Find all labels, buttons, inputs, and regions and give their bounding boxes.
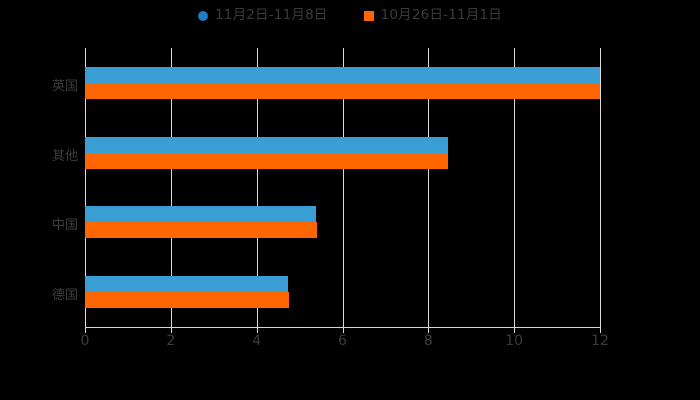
x-tick-label-4: 8: [423, 333, 433, 349]
y-tick-label-1: 其他: [51, 148, 78, 164]
y-tick-label-wrap-3: 德国: [0, 284, 78, 304]
gridline-x-4: [428, 48, 430, 327]
x-tick-0: [85, 327, 86, 333]
x-tick-label-3: 6: [338, 333, 347, 349]
y-tick-label-0: 英国: [51, 78, 78, 94]
bar-2-series-0[interactable]: [85, 206, 316, 223]
x-tick-2: [256, 327, 258, 333]
y-tick-label-wrap-1: 其他: [0, 145, 78, 164]
plot-area: [85, 48, 601, 327]
gridline-x-0: [85, 48, 86, 327]
bar-3-series-0[interactable]: [85, 276, 288, 293]
x-tick-4: [428, 327, 430, 333]
bar-3-series-1[interactable]: [85, 292, 289, 309]
x-tick-6: [600, 327, 601, 333]
bar-0-series-0[interactable]: [85, 66, 600, 83]
y-tick-label-2: 中国: [51, 218, 78, 234]
chart-legend: 11月2日-11月8日 10月26日-11月1日: [0, 6, 700, 26]
gridline-x-1: [170, 48, 172, 327]
x-tick-3: [342, 327, 344, 333]
bar-0-series-1[interactable]: [85, 82, 600, 99]
x-tick-label-6: 12: [591, 333, 609, 349]
x-tick-label-5: 10: [505, 333, 524, 349]
bar-1-series-0[interactable]: [85, 136, 449, 153]
gridline-x-6: [600, 48, 601, 327]
x-tick-label-0: 0: [80, 333, 90, 349]
legend-entry-series-0[interactable]: 11月2日-11月8日: [197, 7, 328, 24]
bar-2-series-1[interactable]: [85, 222, 317, 239]
x-tick-1: [170, 327, 172, 333]
legend-label-series-1: 10月26日-11月1日: [380, 7, 502, 24]
gridline-x-3: [342, 48, 344, 327]
legend-label-series-0: 11月2日-11月8日: [214, 7, 328, 24]
legend-square-marker-icon: [363, 11, 374, 21]
bar-1-series-1[interactable]: [85, 152, 449, 169]
x-tick-label-1: 2: [166, 333, 176, 349]
x-tick-5: [514, 327, 516, 333]
legend-entry-series-1[interactable]: 10月26日-11月1日: [363, 7, 502, 24]
y-tick-label-wrap-2: 中国: [0, 214, 78, 234]
y-tick-label-3: 德国: [51, 288, 78, 304]
gridline-x-5: [514, 48, 516, 327]
gridline-x-2: [256, 48, 258, 327]
y-tick-label-wrap-0: 英国: [0, 75, 78, 94]
legend-circle-marker-icon: [197, 11, 208, 21]
x-tick-label-2: 4: [252, 333, 262, 349]
